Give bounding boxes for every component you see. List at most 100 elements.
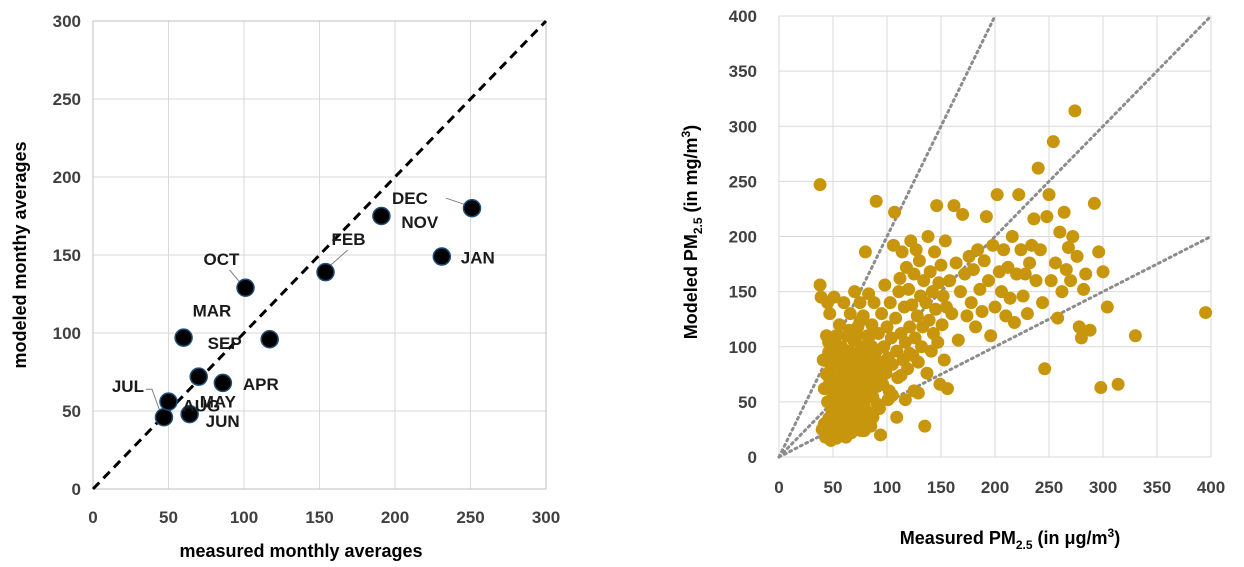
right-y-tick-labels: 0 50 100 150 200 250 300 350 400 xyxy=(729,7,757,467)
right-y-tick-label: 200 xyxy=(729,228,757,247)
right-point xyxy=(870,379,884,393)
right-point xyxy=(1092,245,1106,259)
right-point xyxy=(1042,188,1056,202)
left-point-jun xyxy=(180,404,199,424)
right-x-label-pre: Measured PM xyxy=(900,528,1016,548)
right-point xyxy=(1046,135,1060,149)
left-x-tick-label: 200 xyxy=(381,508,409,527)
right-point xyxy=(857,424,871,438)
right-point xyxy=(1094,381,1108,395)
left-y-tick-labels: 0 50 100 150 200 250 300 xyxy=(53,12,81,499)
right-point xyxy=(1074,331,1088,345)
right-point xyxy=(951,333,965,347)
right-y-tick-label: 50 xyxy=(738,393,757,412)
right-point xyxy=(895,245,909,259)
right-point xyxy=(854,388,868,402)
right-point xyxy=(903,346,917,360)
right-x-axis-label: Measured PM2.5 (in μg/m3) xyxy=(900,526,1120,552)
right-point xyxy=(988,300,1002,314)
right-point xyxy=(909,243,923,257)
right-point xyxy=(1033,243,1047,257)
right-point xyxy=(1083,323,1097,337)
left-point-label: JAN xyxy=(461,249,495,268)
right-point xyxy=(1096,265,1110,279)
left-x-tick-label: 0 xyxy=(88,508,97,527)
left-y-tick-label: 150 xyxy=(53,246,81,265)
right-point xyxy=(824,382,838,396)
right-point xyxy=(875,307,889,321)
right-point xyxy=(947,199,961,213)
right-y-label-pre: Modeled PM xyxy=(681,234,701,339)
right-point xyxy=(922,313,936,327)
right-point xyxy=(878,278,892,292)
right-point xyxy=(889,311,903,325)
left-x-tick-labels: 0 50 100 150 200 250 300 xyxy=(88,508,560,527)
right-point xyxy=(888,205,902,219)
left-point-label: OCT xyxy=(204,250,241,269)
left-y-tick-label: 250 xyxy=(53,90,81,109)
right-point xyxy=(912,254,926,268)
right-point xyxy=(930,199,944,213)
right-x-tick-label: 250 xyxy=(1035,478,1063,497)
left-label-leaders xyxy=(145,197,465,412)
right-point xyxy=(1020,307,1034,321)
right-point xyxy=(853,314,867,328)
right-point xyxy=(1027,212,1041,226)
right-point xyxy=(918,419,932,433)
left-point-dec xyxy=(462,198,482,218)
right-point xyxy=(1029,274,1043,288)
right-point xyxy=(990,188,1004,202)
left-label-leader xyxy=(229,269,240,283)
right-point xyxy=(877,360,891,374)
left-point-label: JUN xyxy=(206,412,240,431)
right-point xyxy=(883,296,897,310)
right-x-label-post: (in μg/m xyxy=(1033,528,1108,548)
right-point xyxy=(949,256,963,270)
right-x-label-end: ) xyxy=(1114,528,1120,548)
left-point-label: SEP xyxy=(208,334,242,353)
right-point xyxy=(828,360,842,374)
right-point xyxy=(862,331,876,345)
right-point xyxy=(1100,300,1114,314)
right-point xyxy=(869,194,883,208)
right-y-tick-label: 100 xyxy=(729,338,757,357)
right-y-label-post: (in mg/m xyxy=(681,137,701,217)
right-point xyxy=(1064,274,1078,288)
left-x-tick-label: 50 xyxy=(159,508,178,527)
right-point xyxy=(1051,311,1065,325)
right-y-tick-label: 400 xyxy=(729,7,757,26)
right-point xyxy=(973,282,987,296)
left-x-tick-label: 100 xyxy=(230,508,258,527)
right-point xyxy=(964,296,978,310)
left-point-mar xyxy=(174,328,193,347)
right-point xyxy=(934,258,948,272)
right-point xyxy=(910,309,924,323)
right-point xyxy=(1079,267,1093,281)
right-point xyxy=(1038,362,1052,376)
left-point-label: MAR xyxy=(193,302,232,321)
right-point xyxy=(920,366,934,380)
right-point xyxy=(832,318,846,332)
left-point-aug xyxy=(159,392,178,411)
right-point xyxy=(1072,320,1086,334)
right-point xyxy=(1048,256,1062,270)
right-point xyxy=(1023,256,1037,270)
left-point-apr xyxy=(213,373,233,393)
left-x-axis-label: measured monthly averages xyxy=(179,541,422,561)
right-point xyxy=(943,274,957,288)
right-point xyxy=(872,401,886,415)
right-point xyxy=(923,265,937,279)
right-point xyxy=(915,340,929,354)
right-point xyxy=(867,296,881,310)
right-y-tick-label: 350 xyxy=(729,62,757,81)
left-plot-frame xyxy=(92,20,547,490)
left-point-jan xyxy=(432,247,452,266)
right-point xyxy=(813,178,827,192)
right-x-tick-label: 200 xyxy=(981,478,1009,497)
right-y-tick-label: 150 xyxy=(729,283,757,302)
right-point xyxy=(960,309,974,323)
right-point xyxy=(898,393,912,407)
right-y-label-sup: 3 xyxy=(679,130,693,137)
left-point-jul xyxy=(154,407,174,427)
